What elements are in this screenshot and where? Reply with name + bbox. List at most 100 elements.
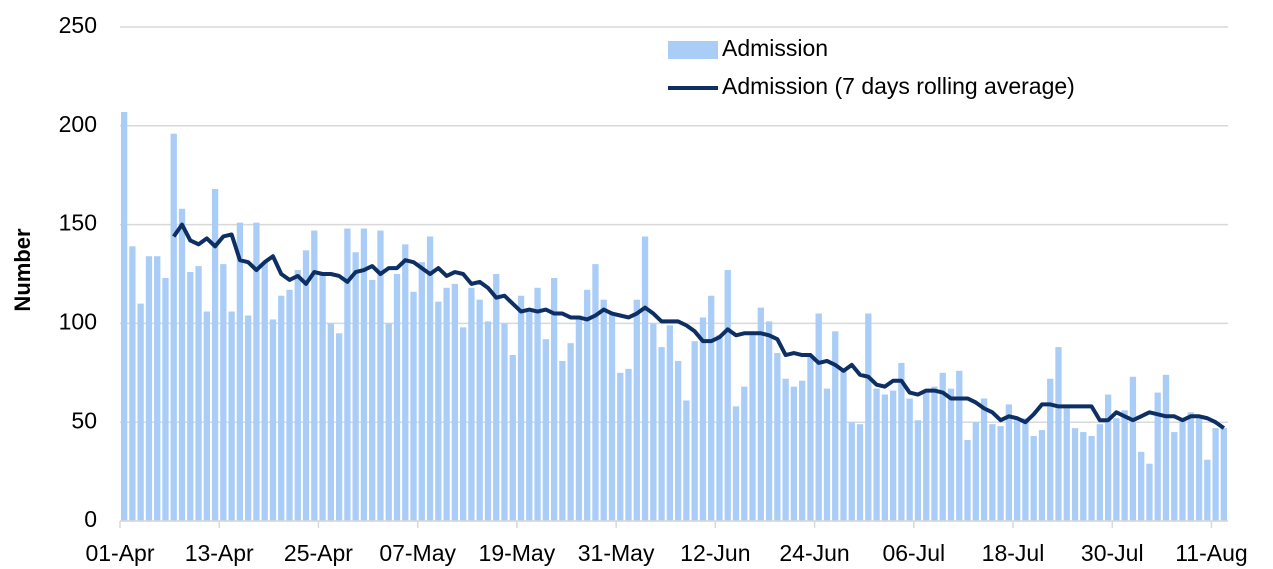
bar: [1121, 410, 1128, 521]
rolling-average-line: [172, 222, 1226, 430]
bar: [873, 388, 880, 521]
bar: [393, 274, 401, 521]
bar: [261, 262, 268, 521]
bar: [1179, 418, 1186, 521]
bar: [1038, 430, 1046, 521]
bar: [584, 289, 591, 521]
bar: [211, 189, 219, 522]
bar: [418, 262, 425, 521]
bar: [699, 317, 707, 521]
y-tick-label: 0: [84, 506, 97, 532]
bar: [1212, 428, 1219, 521]
y-tick-label: 150: [59, 210, 97, 236]
bar: [575, 315, 583, 521]
bar: [1071, 428, 1079, 521]
bar: [708, 295, 715, 521]
bar: [1005, 404, 1013, 521]
bar: [650, 323, 657, 521]
bar: [782, 378, 789, 521]
bar: [311, 230, 318, 521]
bar: [641, 236, 649, 521]
bar: [865, 313, 872, 521]
bar: [1022, 418, 1029, 521]
bar: [732, 406, 740, 521]
bar: [435, 301, 442, 521]
bar: [989, 424, 996, 521]
x-tick-label: 24-Jun: [779, 540, 849, 566]
bar: [1220, 428, 1228, 521]
bar: [683, 400, 690, 521]
bar: [832, 331, 839, 521]
bar: [1187, 412, 1194, 521]
bar: [145, 256, 153, 521]
bar: [385, 323, 392, 521]
bar: [278, 295, 285, 521]
y-tick-label: 100: [59, 308, 97, 334]
bar: [658, 347, 665, 521]
bar: [1055, 347, 1062, 521]
bar: [369, 279, 376, 521]
bar: [666, 325, 674, 521]
bar: [1047, 378, 1054, 521]
bar: [253, 222, 260, 521]
y-tick-label: 250: [59, 12, 97, 38]
bar: [484, 321, 492, 521]
y-tick-label: 200: [59, 111, 97, 137]
bar: [1088, 436, 1095, 521]
bar: [741, 386, 748, 521]
bar: [294, 270, 301, 521]
bar: [542, 339, 549, 521]
bar: [170, 133, 177, 522]
bar: [178, 208, 186, 522]
bar: [360, 228, 368, 521]
x-tick-label: 12-Jun: [680, 540, 750, 566]
bar: [137, 303, 144, 521]
bar: [889, 390, 897, 521]
legend-label: Admission (7 days rolling average): [722, 73, 1075, 99]
bar: [980, 398, 988, 521]
bar: [426, 236, 434, 521]
x-tick-label: 13-Apr: [185, 540, 254, 566]
bar: [807, 355, 814, 521]
legend-swatch: [668, 41, 718, 59]
bar: [220, 264, 227, 521]
bar: [443, 287, 450, 521]
x-tick-label: 19-May: [479, 540, 556, 566]
bar: [335, 333, 343, 521]
bar: [1014, 420, 1021, 521]
bar: [352, 252, 359, 522]
bar: [691, 341, 698, 521]
bar: [1104, 394, 1112, 521]
bar: [765, 321, 773, 521]
bar: [674, 360, 682, 521]
bar: [154, 256, 161, 521]
bar: [1195, 418, 1203, 521]
bar: [1146, 463, 1153, 521]
bar: [550, 277, 558, 521]
bar: [1171, 432, 1178, 521]
bar: [1080, 432, 1087, 521]
bar: [757, 307, 764, 521]
bar: [162, 277, 169, 521]
bar: [286, 289, 293, 521]
bar: [451, 283, 459, 521]
bar: [1154, 392, 1161, 521]
bar: [898, 362, 905, 521]
bar: [120, 111, 128, 521]
bar: [344, 228, 351, 521]
bar: [327, 323, 334, 521]
bar: [129, 246, 136, 521]
bar: [509, 355, 516, 521]
bar: [228, 311, 235, 521]
bar: [1162, 374, 1170, 521]
bar: [534, 287, 541, 521]
bar: [848, 422, 855, 521]
bar: [526, 311, 533, 521]
bar: [1063, 408, 1070, 521]
bar: [617, 372, 624, 521]
x-tick-label: 07-May: [379, 540, 456, 566]
bar: [592, 264, 599, 521]
bar: [468, 287, 475, 521]
bar: [1138, 451, 1145, 521]
